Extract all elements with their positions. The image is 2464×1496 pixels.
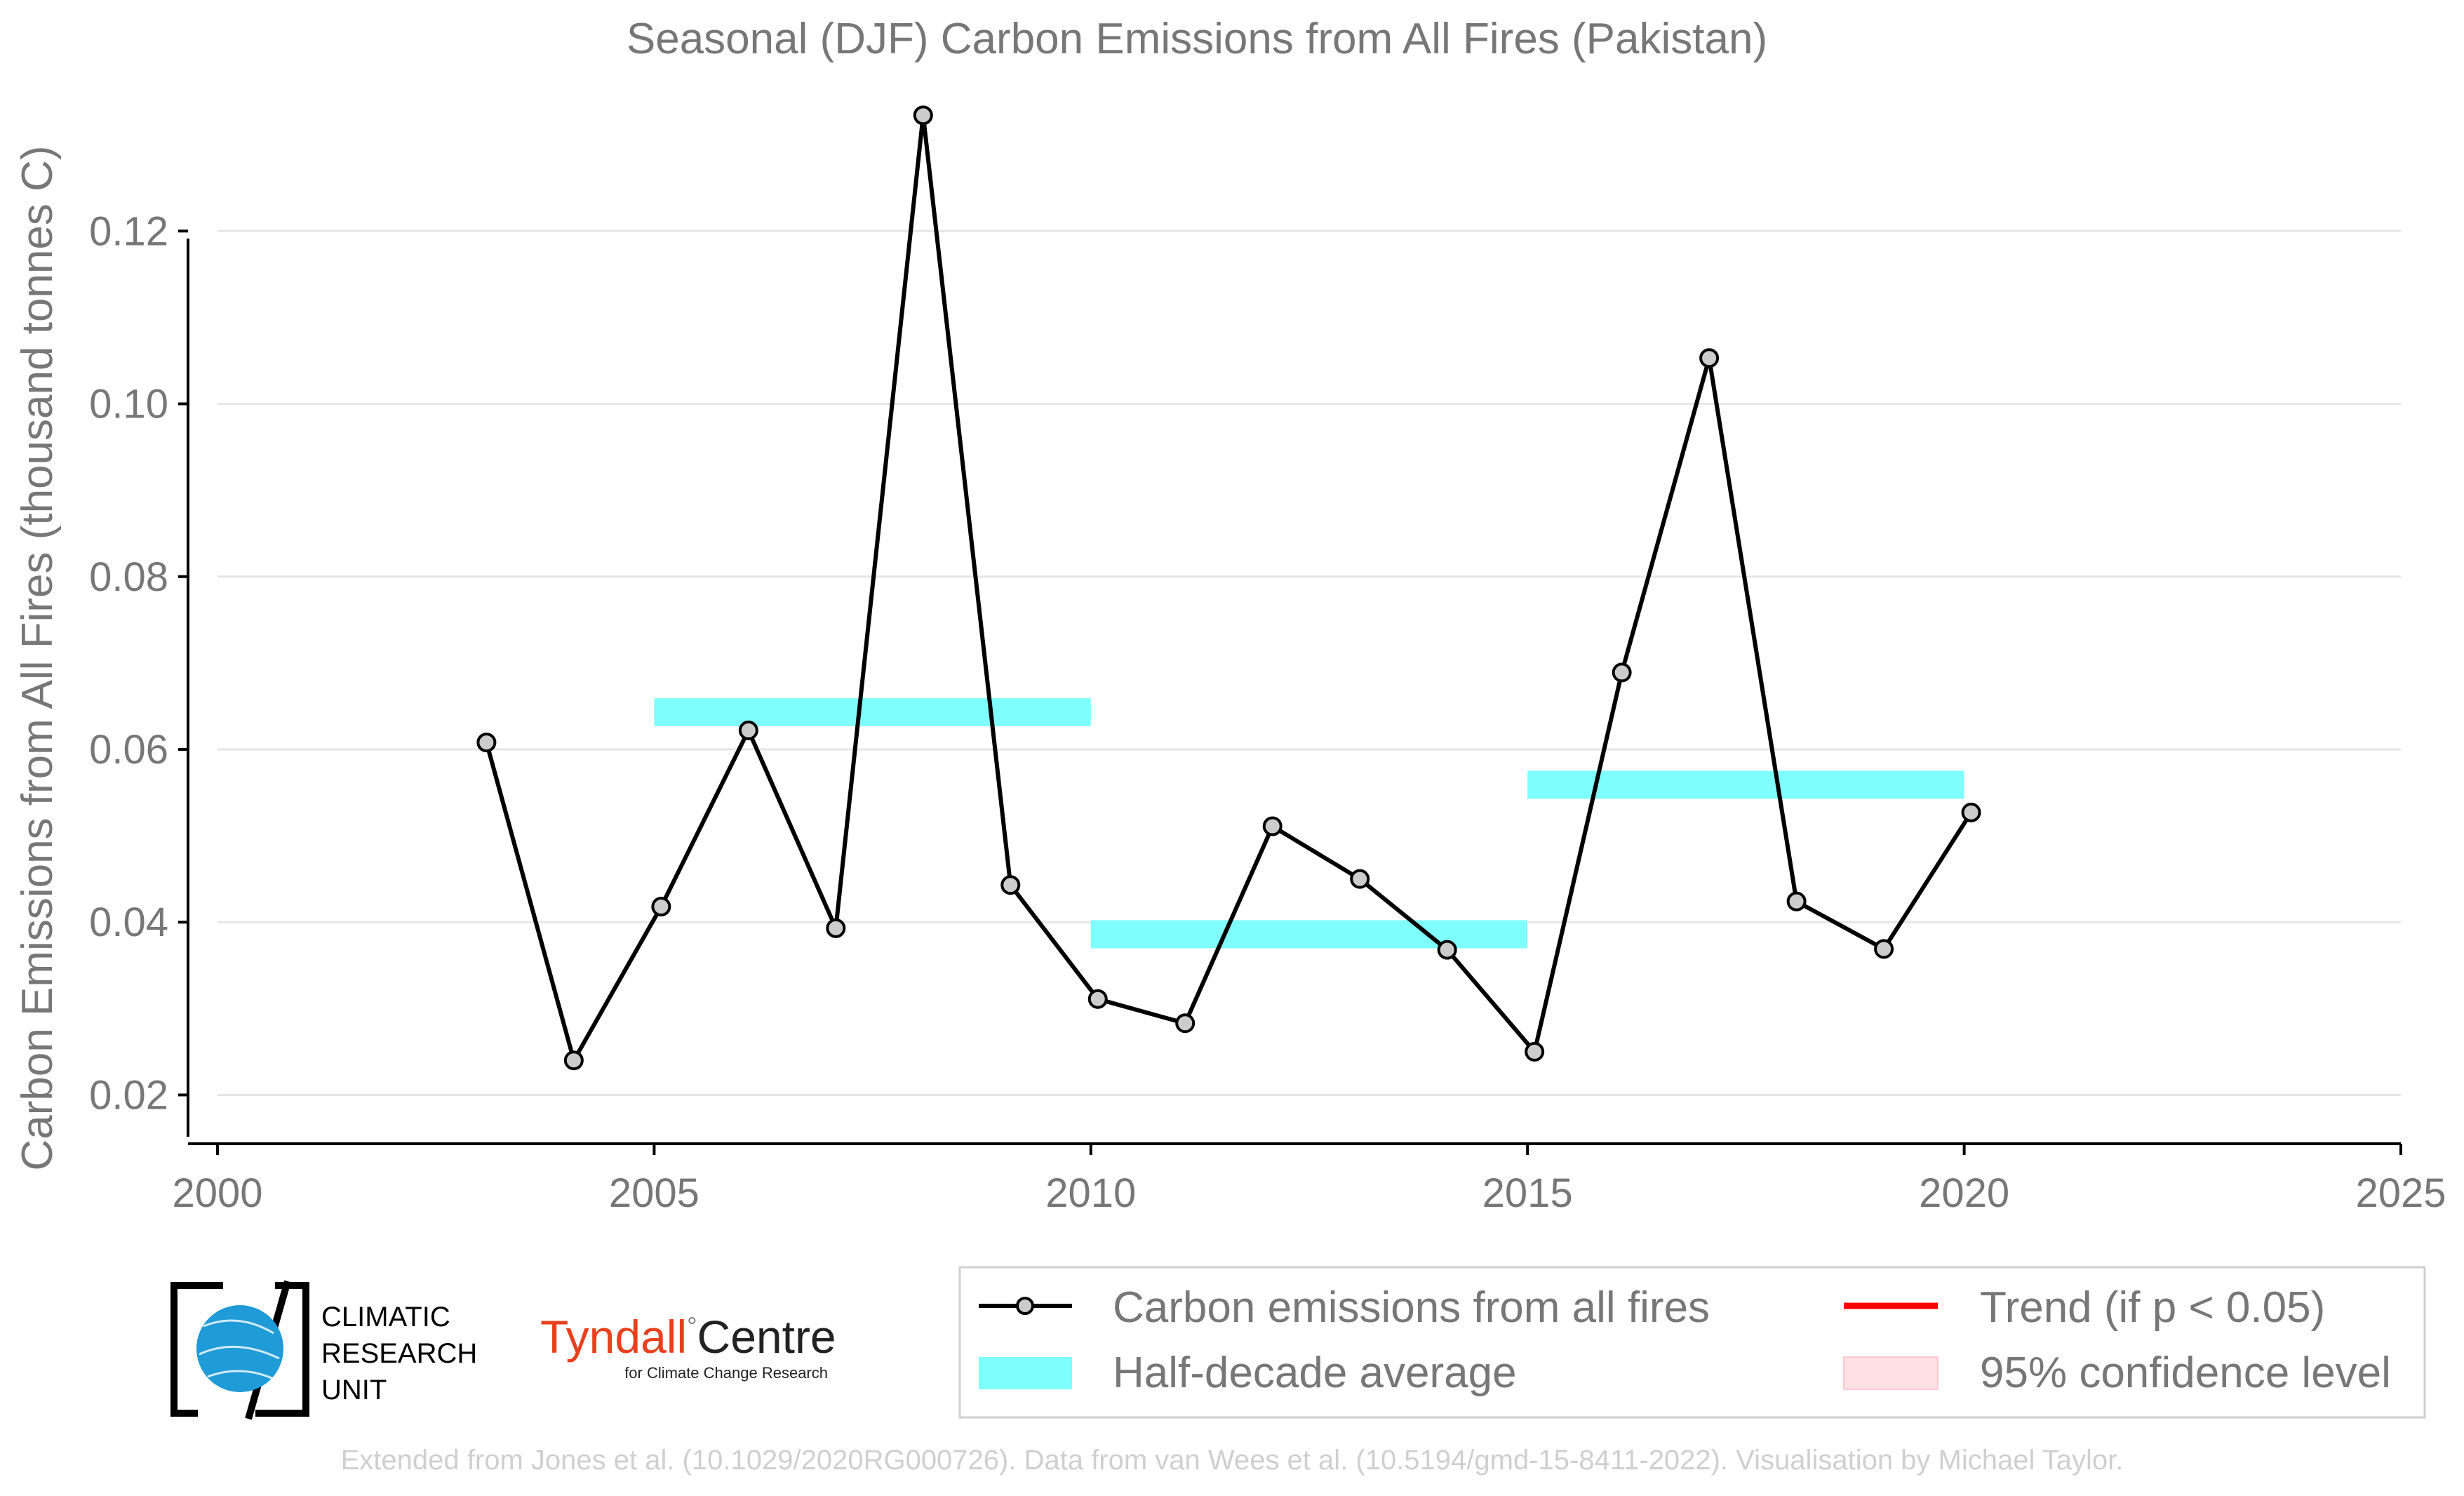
x-axis-ticks: 2000 2005 2010 2015 2020 2025 [172, 1144, 2446, 1216]
tyndall-wordmark: Tyndall°Centre [540, 1311, 836, 1363]
data-point [1175, 1013, 1196, 1034]
y-tick-label: 0.02 [89, 1072, 168, 1118]
x-tick-label: 2000 [172, 1170, 262, 1216]
y-tick-label: 0.06 [89, 727, 168, 773]
x-tick-label: 2005 [609, 1170, 699, 1216]
tyndall-logo: Tyndall°Centre for Climate Change Resear… [540, 1311, 836, 1382]
tyndall-subtitle: for Climate Change Research [624, 1364, 828, 1382]
legend: Carbon emissions from all fires Trend (i… [958, 1266, 2426, 1419]
data-point [1699, 348, 1720, 368]
y-tick-label: 0.10 [89, 382, 168, 427]
legend-label-confidence: 95% confidence level [1980, 1349, 2391, 1397]
y-tick-label: 0.08 [89, 554, 168, 600]
y-tick-label: 0.04 [89, 900, 168, 945]
cru-text-line2: RESEARCH [321, 1338, 477, 1369]
data-point [738, 720, 758, 740]
y-axis-label: Carbon Emissions from All Fires (thousan… [13, 145, 62, 1170]
tyndall-word-red: Tyndall [540, 1311, 687, 1363]
data-point [1612, 662, 1632, 683]
data-point [1786, 891, 1807, 911]
chart-title: Seasonal (DJF) Carbon Emissions from All… [627, 15, 1767, 63]
data-point [1525, 1041, 1545, 1062]
tyndall-word-black: Centre [697, 1311, 836, 1363]
legend-label-emissions: Carbon emissions from all fires [1113, 1283, 1710, 1332]
data-point [476, 733, 497, 753]
data-point [1262, 816, 1283, 836]
globe-lines-icon [199, 1319, 280, 1381]
cru-bracket-right [255, 1282, 309, 1417]
data-point [1961, 802, 1981, 822]
grid [217, 229, 2401, 1096]
legend-swatch-confidence [1843, 1356, 1939, 1390]
x-tick-label: 2025 [2355, 1170, 2446, 1216]
legend-label-trend: Trend (if p < 0.05) [1980, 1283, 2325, 1332]
x-tick-label: 2015 [1482, 1170, 1573, 1216]
cru-text-line3: UNIT [321, 1375, 387, 1405]
data-point [1087, 989, 1108, 1009]
data-point [1874, 939, 1894, 959]
cru-text-line1: CLIMATIC [321, 1302, 450, 1333]
series-line-carbon-emissions [484, 113, 1974, 1063]
tyndall-degree: ° [687, 1311, 697, 1340]
globe-icon [196, 1305, 283, 1392]
y-axis-ticks: 0.02 0.04 0.06 0.08 0.10 0.12 [89, 208, 188, 1118]
data-point [1350, 869, 1370, 889]
data-point [1437, 940, 1457, 960]
half-decade-average-bar [1090, 920, 1528, 949]
legend-swatch-half-decade [979, 1357, 1072, 1389]
half-decade-average-bar [654, 698, 1091, 727]
legend-label-half-decade: Half-decade average [1113, 1349, 1517, 1397]
credits: Extended from Jones et al. (10.1029/2020… [341, 1445, 2124, 1476]
data-point [913, 105, 933, 126]
x-tick-label: 2020 [1919, 1170, 2009, 1216]
data-point [563, 1050, 584, 1071]
x-tick-label: 2010 [1045, 1170, 1136, 1216]
series-points [476, 105, 1981, 1071]
data-point [651, 897, 671, 917]
half-decade-average-bars [654, 698, 1964, 949]
cru-logo: CLIMATIC RESEARCH UNIT [170, 1280, 477, 1420]
cru-bracket-left [170, 1282, 223, 1417]
legend-marker-emissions [1016, 1297, 1034, 1315]
half-decade-average-bar [1527, 770, 1964, 799]
data-point [1000, 875, 1021, 895]
data-point [826, 918, 846, 938]
legend-frame [958, 1266, 2426, 1419]
y-tick-label: 0.12 [89, 208, 168, 254]
